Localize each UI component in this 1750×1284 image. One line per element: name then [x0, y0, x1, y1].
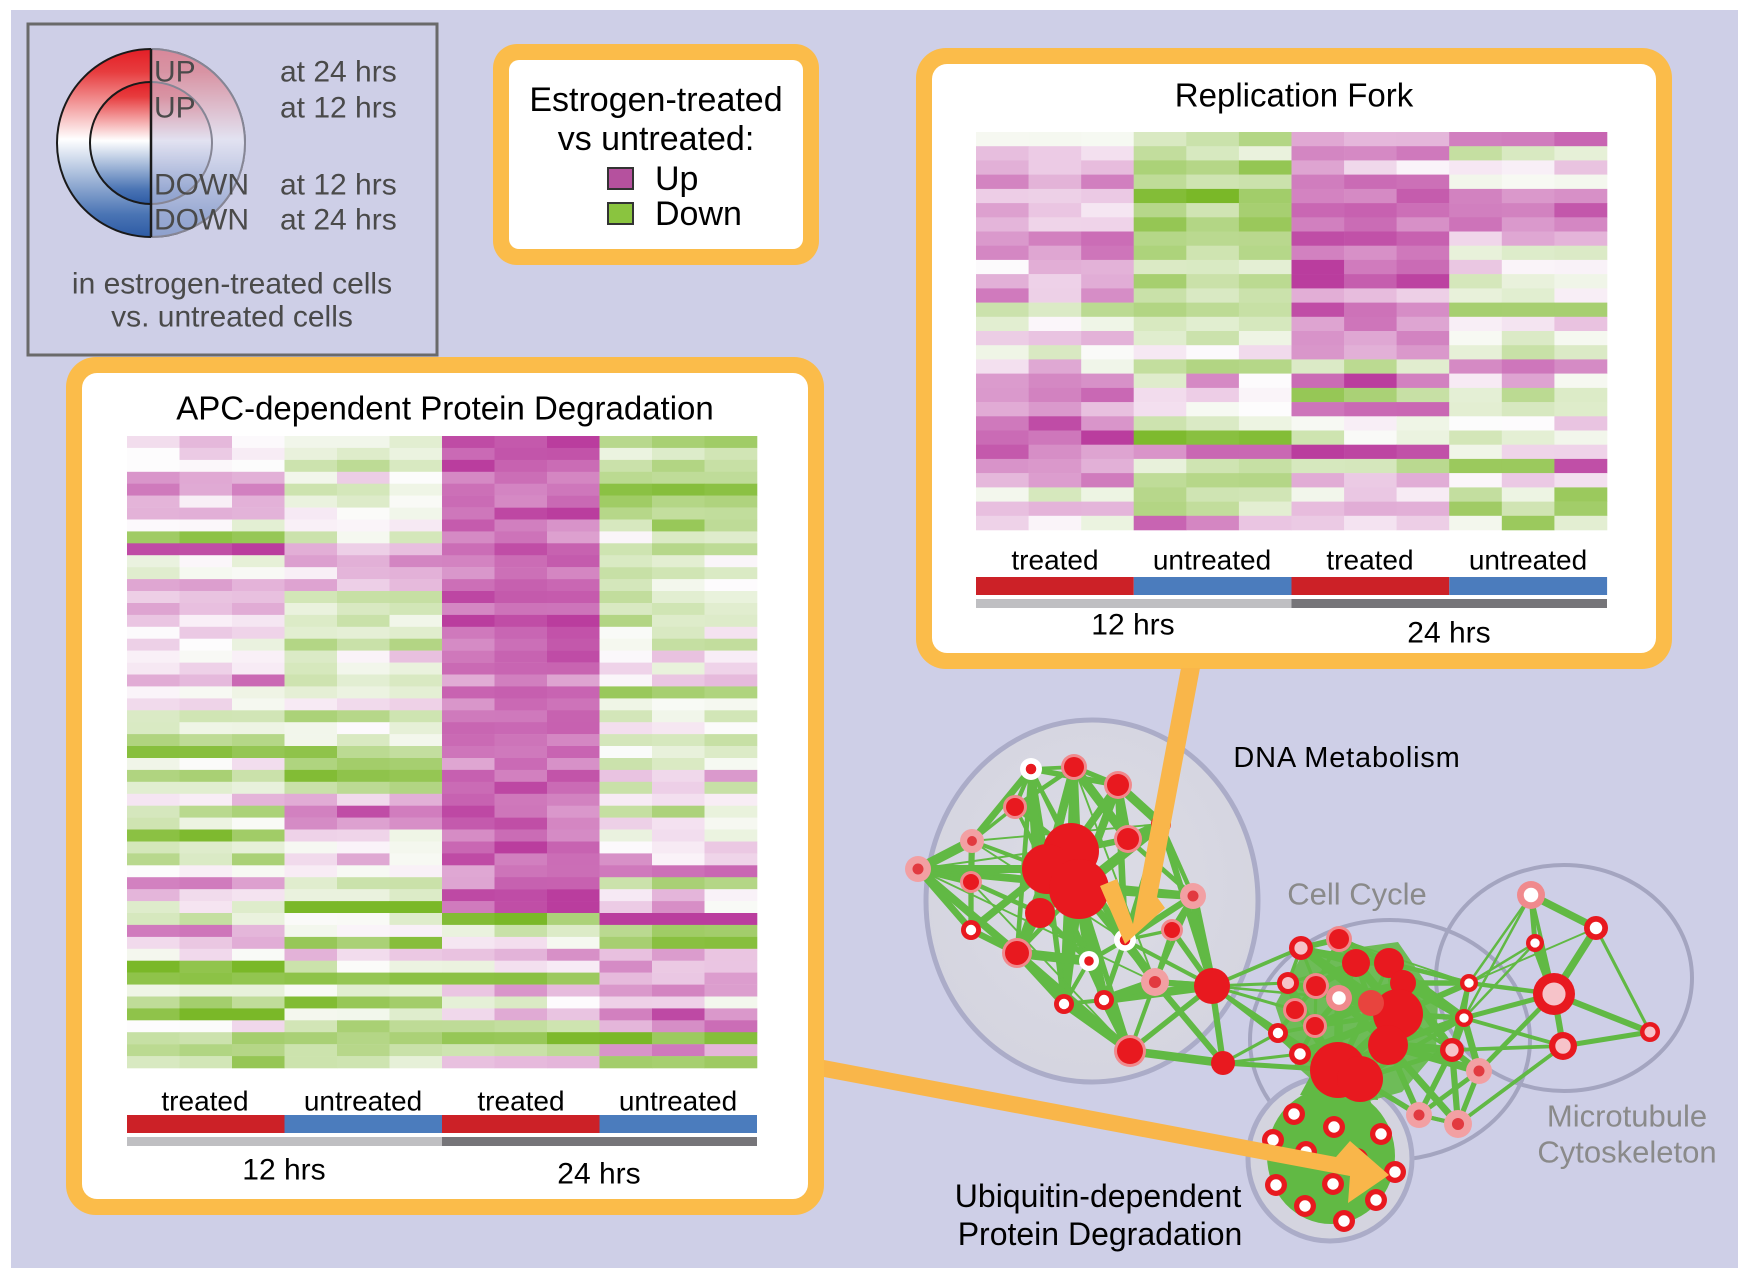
svg-text:Up: Up — [655, 160, 698, 198]
svg-text:vs untreated:: vs untreated: — [558, 120, 755, 158]
svg-text:12 hrs: 12 hrs — [242, 1154, 325, 1187]
svg-text:untreated: untreated — [619, 1086, 737, 1117]
svg-text:12 hrs: 12 hrs — [1091, 609, 1174, 642]
svg-text:untreated: untreated — [1469, 545, 1587, 576]
svg-text:Ubiquitin-dependent: Ubiquitin-dependent — [955, 1178, 1242, 1214]
svg-text:at 12 hrs: at 12 hrs — [280, 92, 397, 125]
svg-text:treated: treated — [477, 1086, 564, 1117]
svg-text:24 hrs: 24 hrs — [557, 1158, 640, 1191]
svg-text:Replication Fork: Replication Fork — [1175, 77, 1414, 114]
svg-text:treated: treated — [161, 1086, 248, 1117]
svg-text:treated: treated — [1011, 545, 1098, 576]
svg-text:UP: UP — [154, 92, 196, 125]
svg-text:UP: UP — [154, 56, 196, 89]
svg-text:untreated: untreated — [304, 1086, 422, 1117]
svg-text:Down: Down — [655, 195, 742, 233]
svg-text:DNA Metabolism: DNA Metabolism — [1233, 742, 1460, 774]
svg-text:in estrogen-treated cells: in estrogen-treated cells — [72, 268, 392, 301]
svg-text:at 24 hrs: at 24 hrs — [280, 204, 397, 237]
svg-text:Protein Degradation: Protein Degradation — [958, 1216, 1243, 1252]
svg-text:untreated: untreated — [1153, 545, 1271, 576]
svg-text:24 hrs: 24 hrs — [1407, 617, 1490, 650]
svg-text:APC-dependent Protein Degradat: APC-dependent Protein Degradation — [176, 390, 714, 427]
svg-text:treated: treated — [1326, 545, 1413, 576]
svg-text:Estrogen-treated: Estrogen-treated — [529, 81, 782, 119]
svg-text:at 24 hrs: at 24 hrs — [280, 56, 397, 89]
svg-text:Cell Cycle: Cell Cycle — [1287, 877, 1427, 912]
svg-text:DOWN: DOWN — [154, 204, 249, 237]
svg-text:at 12 hrs: at 12 hrs — [280, 169, 397, 202]
svg-text:Microtubule: Microtubule — [1547, 1099, 1707, 1134]
svg-text:Cytoskeleton: Cytoskeleton — [1537, 1135, 1716, 1170]
svg-text:vs. untreated cells: vs. untreated cells — [111, 301, 353, 334]
svg-text:DOWN: DOWN — [154, 169, 249, 202]
